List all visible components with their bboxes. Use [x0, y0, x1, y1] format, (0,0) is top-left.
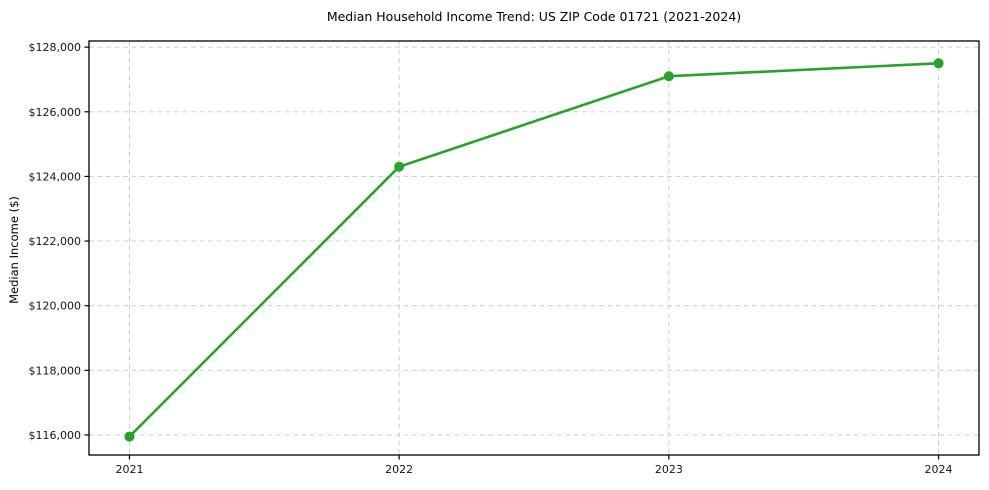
data-point-2024: [933, 58, 944, 69]
xtick-label: 2021: [115, 463, 143, 476]
ytick-label: $120,000: [29, 300, 82, 313]
xtick-label: 2024: [925, 463, 953, 476]
chart-title: Median Household Income Trend: US ZIP Co…: [326, 9, 742, 24]
data-point-2021: [124, 431, 135, 442]
ytick-label: $128,000: [29, 41, 82, 54]
ytick-label: $118,000: [29, 364, 82, 377]
trend-line: [128, 61, 940, 438]
ytick-label: $126,000: [29, 106, 82, 119]
ytick-label: $122,000: [29, 235, 82, 248]
ytick-label: $116,000: [29, 429, 82, 442]
data-point-2023: [663, 71, 674, 82]
xtick-label: 2022: [385, 463, 413, 476]
plot-border: [88, 40, 980, 456]
xtick-label: 2023: [655, 463, 683, 476]
data-point-2022: [394, 161, 405, 172]
ytick-label: $124,000: [29, 170, 82, 183]
